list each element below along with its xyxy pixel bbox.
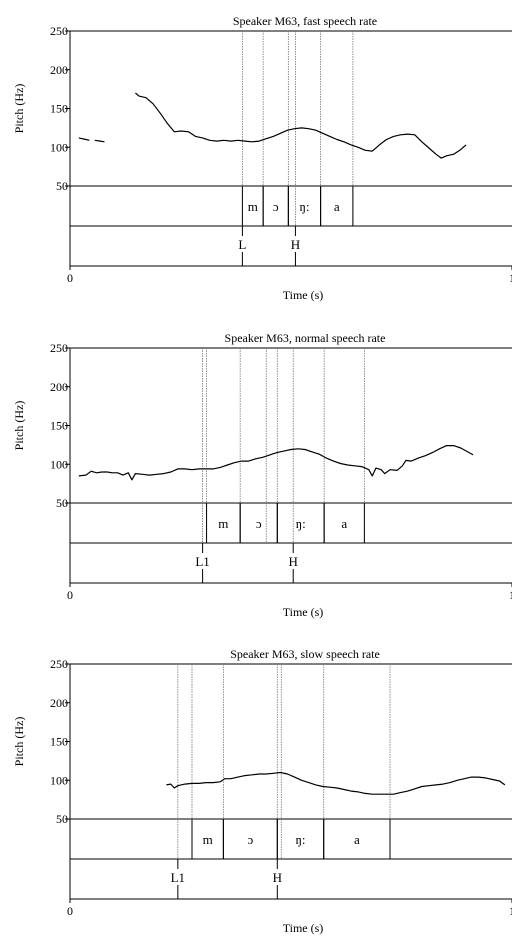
segment-label: ɔ	[273, 199, 279, 214]
y-axis-label: Pitch (Hz)	[12, 84, 26, 134]
tone-label: H	[273, 870, 282, 885]
pitch-contour	[78, 137, 90, 141]
segment-label: ŋ:	[295, 832, 305, 847]
y-axis-label: Pitch (Hz)	[12, 717, 26, 767]
segment-label: ŋ:	[296, 516, 306, 531]
x-tick-label: 0	[67, 271, 73, 285]
pitch-contour	[135, 92, 467, 159]
y-tick-label: 150	[50, 419, 68, 433]
y-tick-label: 250	[50, 657, 68, 671]
panel-title: Speaker M63, slow speech rate	[230, 647, 380, 661]
x-tick-label: 1	[509, 904, 512, 918]
panel-title: Speaker M63, fast speech rate	[233, 14, 377, 28]
y-tick-label: 50	[56, 812, 68, 826]
tone-label: L	[238, 237, 246, 252]
segment-label: ɔ	[247, 832, 253, 847]
panel-3: Speaker M63, slow speech rate Pitch (Hz) 5…	[12, 647, 512, 935]
y-tick-label: 250	[50, 341, 68, 355]
segment-label: m	[248, 199, 258, 214]
pitch-contour	[166, 771, 506, 795]
pitch-contour	[78, 445, 474, 481]
y-axis-label: Pitch (Hz)	[12, 401, 26, 451]
y-tick-label: 150	[50, 102, 68, 116]
segment-label: a	[341, 516, 347, 531]
segment-label: ŋ:	[299, 199, 309, 214]
y-tick-label: 50	[56, 179, 68, 193]
panel-title: Speaker M63, normal speech rate	[225, 331, 386, 345]
x-tick-label: 0	[67, 904, 73, 918]
segment-label: m	[218, 516, 228, 531]
y-tick-label: 50	[56, 496, 68, 510]
x-axis-label: Time (s)	[283, 288, 324, 302]
segment-label: ɔ	[256, 516, 262, 531]
x-axis-label: Time (s)	[283, 605, 324, 619]
segment-label: m	[203, 832, 213, 847]
panel-2: Speaker M63, normal speech rate Pitch (Hz…	[12, 331, 512, 619]
x-tick-label: 1	[509, 271, 512, 285]
y-tick-label: 250	[50, 24, 68, 38]
tone-label: L1	[171, 870, 185, 885]
y-tick-label: 200	[50, 380, 68, 394]
tone-label: H	[291, 237, 300, 252]
y-tick-label: 100	[50, 773, 68, 787]
y-tick-label: 100	[50, 140, 68, 154]
tone-label: H	[289, 554, 298, 569]
segment-label: a	[334, 199, 340, 214]
y-tick-label: 100	[50, 457, 68, 471]
x-axis-label: Time (s)	[283, 921, 324, 935]
segment-label: a	[354, 832, 360, 847]
x-tick-label: 0	[67, 588, 73, 602]
x-tick-label: 1	[509, 588, 512, 602]
y-tick-label: 150	[50, 735, 68, 749]
pitch-contour	[94, 139, 105, 143]
y-tick-label: 200	[50, 696, 68, 710]
y-tick-label: 200	[50, 63, 68, 77]
tone-label: L1	[195, 554, 209, 569]
panel-1: Speaker M63, fast speech rate Pitch (Hz) 5…	[12, 14, 512, 302]
